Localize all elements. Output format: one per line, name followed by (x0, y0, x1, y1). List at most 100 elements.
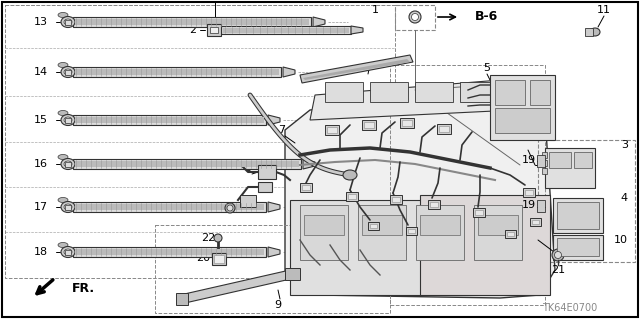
Bar (437, 124, 451, 134)
Ellipse shape (58, 154, 68, 160)
Bar (574, 152, 592, 168)
Bar (557, 202, 599, 229)
Bar (553, 198, 603, 233)
Bar (368, 222, 379, 230)
Bar (415, 82, 453, 102)
Bar (155, 225, 390, 313)
Ellipse shape (552, 249, 564, 261)
Ellipse shape (61, 66, 75, 78)
Bar (73, 202, 266, 212)
Bar (75, 69, 279, 75)
Bar (505, 230, 516, 238)
Bar (258, 182, 272, 192)
Ellipse shape (64, 249, 72, 255)
Text: 7: 7 (278, 125, 285, 135)
Ellipse shape (64, 204, 72, 210)
Bar (212, 253, 226, 265)
Bar (304, 215, 344, 235)
Bar (439, 126, 449, 132)
Ellipse shape (64, 117, 72, 123)
Polygon shape (351, 26, 363, 34)
Bar (495, 108, 550, 133)
Polygon shape (303, 59, 410, 80)
Text: 16: 16 (34, 159, 48, 169)
Text: 21: 21 (551, 265, 565, 275)
Bar (65, 204, 71, 210)
Bar (325, 125, 339, 135)
Bar (358, 205, 406, 260)
Ellipse shape (61, 159, 75, 169)
Bar (402, 120, 412, 126)
Text: 14: 14 (34, 67, 48, 77)
Text: 2: 2 (189, 25, 196, 35)
Ellipse shape (61, 202, 75, 212)
Text: FR.: FR. (72, 281, 95, 294)
Bar (495, 80, 525, 105)
Ellipse shape (343, 170, 357, 180)
Ellipse shape (590, 28, 600, 36)
Bar (390, 195, 402, 204)
Polygon shape (268, 115, 280, 125)
Text: 18: 18 (34, 247, 48, 257)
Ellipse shape (214, 234, 222, 242)
Ellipse shape (58, 197, 68, 203)
Bar (473, 208, 485, 217)
Bar (390, 65, 545, 305)
Polygon shape (313, 17, 325, 27)
Bar (395, 5, 435, 30)
Bar (420, 195, 550, 295)
Text: 3: 3 (621, 140, 628, 150)
Text: 1: 1 (371, 5, 378, 15)
Bar (475, 210, 483, 215)
Polygon shape (283, 67, 295, 77)
Ellipse shape (412, 13, 419, 20)
Bar (75, 204, 264, 210)
Polygon shape (300, 55, 413, 83)
Ellipse shape (554, 251, 561, 258)
Bar (5, 5, 395, 278)
Bar (537, 155, 545, 167)
Bar (416, 205, 464, 260)
Bar (537, 200, 545, 212)
Bar (75, 161, 299, 167)
Bar (392, 197, 400, 202)
Bar (549, 152, 571, 168)
Polygon shape (303, 159, 315, 169)
Bar (370, 82, 408, 102)
Ellipse shape (64, 161, 72, 167)
Bar (75, 19, 309, 25)
Bar (490, 75, 555, 140)
Bar (65, 161, 71, 167)
Bar (290, 200, 540, 295)
Bar (507, 232, 514, 236)
Bar (65, 19, 71, 25)
Bar (73, 247, 266, 257)
Bar (346, 192, 358, 201)
Ellipse shape (61, 115, 75, 125)
Text: 5: 5 (483, 63, 490, 73)
Bar (348, 194, 356, 199)
Bar (523, 188, 535, 197)
Text: 19: 19 (522, 155, 536, 165)
Polygon shape (268, 247, 280, 257)
Bar (428, 200, 440, 209)
Text: 8: 8 (244, 163, 252, 173)
Ellipse shape (58, 242, 68, 248)
Bar (176, 293, 188, 305)
Polygon shape (180, 270, 295, 303)
Text: 15: 15 (34, 115, 48, 125)
Bar (474, 205, 522, 260)
Bar (538, 140, 635, 262)
Ellipse shape (61, 17, 75, 27)
Bar (73, 159, 301, 169)
Text: TK64E0700: TK64E0700 (542, 303, 598, 313)
Bar (65, 70, 71, 75)
Text: 6: 6 (362, 63, 369, 73)
Text: B-6: B-6 (475, 11, 499, 24)
Bar (362, 215, 402, 235)
Ellipse shape (409, 11, 421, 23)
Text: 10: 10 (614, 235, 628, 245)
Text: 4: 4 (621, 193, 628, 203)
Ellipse shape (225, 203, 235, 213)
Bar (553, 235, 603, 260)
